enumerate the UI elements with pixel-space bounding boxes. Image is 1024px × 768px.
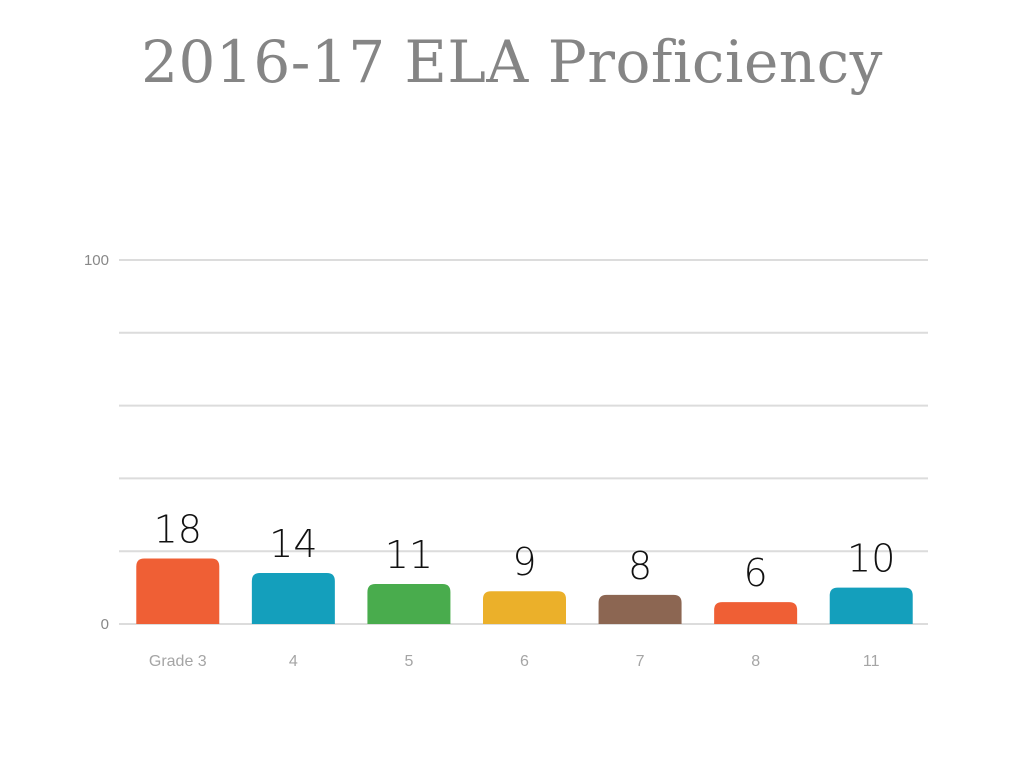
bar xyxy=(483,591,566,624)
bar xyxy=(136,558,220,624)
data-label: 14 xyxy=(269,522,317,566)
bar xyxy=(714,602,798,624)
x-tick-label: Grade 3 xyxy=(149,653,207,670)
data-label: 10 xyxy=(847,537,895,581)
chart-title: 2016-17 ELA Proficiency xyxy=(141,28,883,96)
y-tick-label: 0 xyxy=(101,616,109,633)
bar xyxy=(829,587,913,624)
x-tick-label: 8 xyxy=(751,653,760,670)
bars xyxy=(136,558,913,624)
x-axis-ticks: Grade 3 4 5 6 7 8 11 xyxy=(149,653,880,670)
x-tick-label: 11 xyxy=(863,653,880,670)
x-tick-label: 5 xyxy=(404,653,413,670)
x-tick-label: 7 xyxy=(636,653,645,670)
y-tick-label: 100 xyxy=(84,252,109,269)
bar xyxy=(598,594,682,624)
bar xyxy=(367,583,451,624)
data-label: 11 xyxy=(385,533,433,577)
data-label: 8 xyxy=(628,544,652,588)
bar xyxy=(251,573,335,624)
data-label: 9 xyxy=(512,540,536,584)
data-label: 18 xyxy=(154,507,202,551)
data-labels: 18 14 11 9 8 6 10 xyxy=(154,507,896,595)
x-tick-label: 6 xyxy=(520,653,529,670)
data-label: 6 xyxy=(744,551,768,595)
x-tick-label: 4 xyxy=(289,653,298,670)
y-axis-ticks: 0 100 xyxy=(84,252,109,633)
